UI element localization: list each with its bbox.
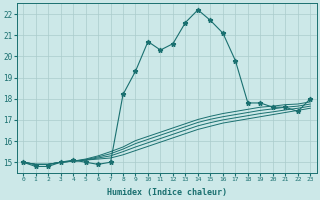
X-axis label: Humidex (Indice chaleur): Humidex (Indice chaleur) xyxy=(107,188,227,197)
